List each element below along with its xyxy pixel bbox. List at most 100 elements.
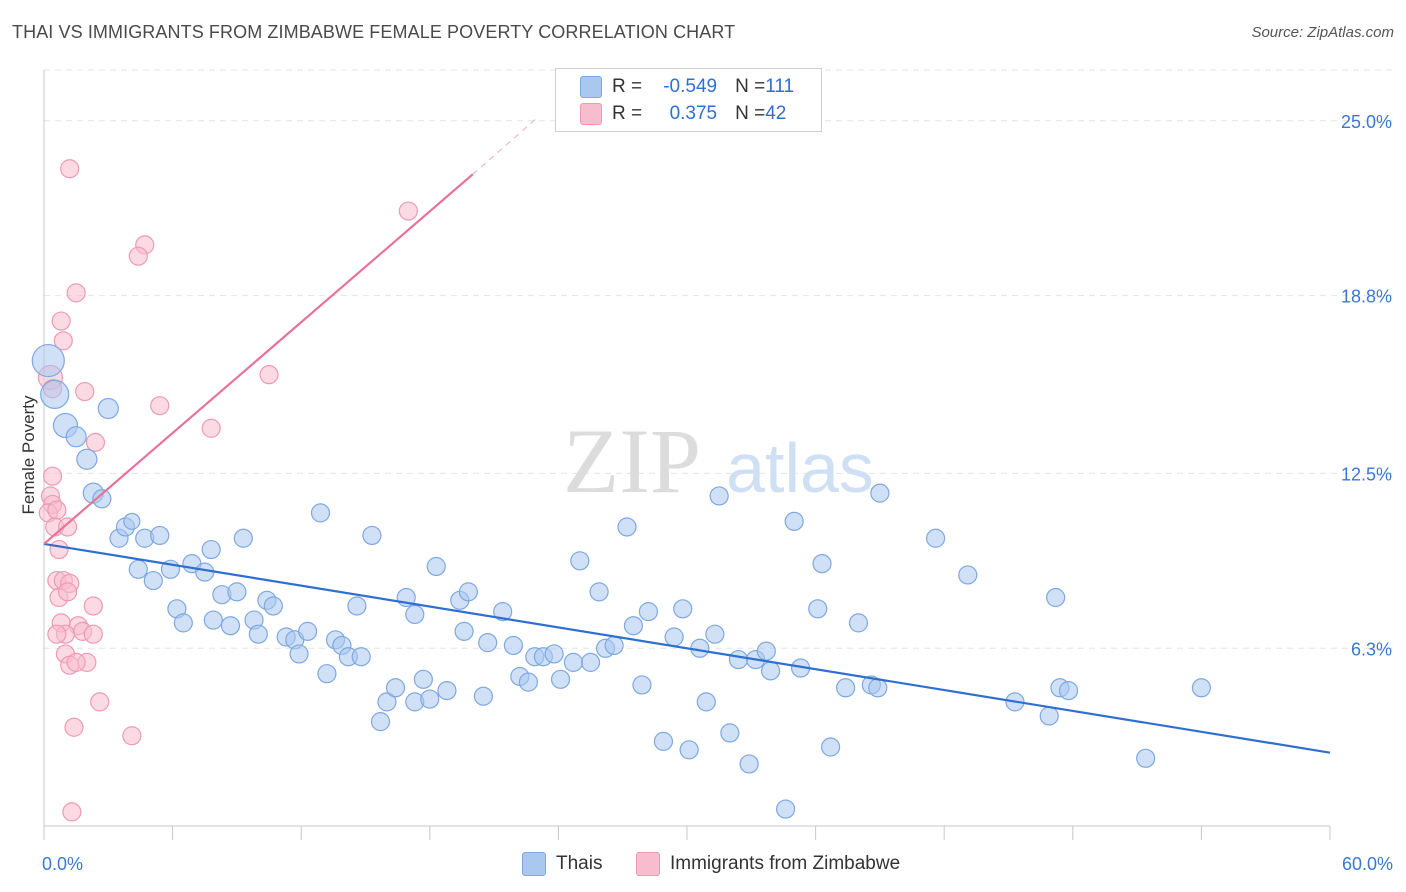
zim-point-13 — [85, 432, 106, 452]
thai-point-44 — [370, 712, 391, 732]
thai-point-27 — [227, 582, 247, 602]
bottom-thai-swatch — [522, 852, 546, 876]
source-label: Source: ZipAtlas.com — [1251, 24, 1394, 41]
thai-point-103 — [1046, 587, 1066, 608]
thai-point-80 — [709, 486, 729, 506]
thai-n-label: N = — [735, 76, 766, 97]
thai-point-41 — [347, 596, 367, 616]
thai-point-26 — [220, 616, 241, 636]
x-tick-label-0: 0.0% — [42, 854, 83, 874]
zim-point-8 — [75, 381, 95, 402]
y-axis-label: Female Poverty — [19, 395, 38, 515]
thai-point-69 — [604, 635, 624, 656]
thai-point-3 — [65, 426, 87, 448]
thai-point-29 — [248, 624, 268, 644]
thai-point-76 — [673, 599, 693, 619]
zim-point-26 — [57, 582, 78, 602]
thai-point-12 — [150, 525, 170, 546]
thai-point-35 — [298, 621, 318, 641]
zim-point-9 — [150, 396, 170, 416]
thai-point-18 — [201, 539, 221, 560]
thai-point-106 — [1136, 748, 1156, 768]
thai-point-10 — [123, 512, 141, 530]
thai-point-20 — [310, 503, 331, 523]
watermark-atlas: atlas — [726, 429, 874, 507]
thai-point-0 — [31, 343, 65, 378]
thai-point-60 — [518, 672, 538, 692]
zim-point-0 — [60, 159, 80, 179]
thai-point-55 — [473, 686, 493, 706]
thai-point-23 — [173, 613, 193, 633]
thai-n-value: 111 — [765, 76, 795, 97]
axes — [43, 70, 1331, 840]
thai-point-65 — [570, 551, 590, 571]
thai-swatch — [580, 76, 602, 98]
thai-point-4 — [97, 397, 119, 420]
thai-point-63 — [550, 669, 571, 689]
y-tick-label-3: 25.0% — [1341, 112, 1392, 132]
correlation-legend: R = -0.549 N = 111 R = 0.375 N = 42 — [555, 68, 822, 132]
y-tick-label-1: 12.5% — [1341, 464, 1392, 484]
bottom-legend-zim: Immigrants from Zimbabwe — [636, 852, 900, 876]
zim-point-3 — [66, 283, 86, 303]
thai-point-86 — [760, 661, 781, 681]
thai-point-49 — [405, 604, 425, 625]
thai-point-31 — [263, 596, 283, 616]
zim-point-40 — [122, 726, 142, 746]
thai-point-7 — [92, 489, 112, 509]
y-tick-label-0: 6.3% — [1351, 639, 1392, 659]
thai-point-97 — [870, 483, 890, 503]
thai-point-13 — [128, 559, 148, 579]
thai-point-100 — [958, 565, 978, 585]
thai-point-107 — [1191, 678, 1212, 698]
thai-point-1 — [40, 379, 70, 410]
thai-trend-line — [43, 542, 1331, 754]
thai-point-5 — [76, 448, 98, 470]
zim-point-14 — [42, 466, 63, 486]
thai-point-70 — [617, 517, 637, 537]
zim-n-value: 42 — [765, 103, 787, 124]
zim-point-10 — [259, 365, 279, 385]
zim-point-41 — [62, 802, 82, 822]
chart-title: THAI VS IMMIGRANTS FROM ZIMBABWE FEMALE … — [12, 22, 736, 42]
zim-r-label: R = — [612, 103, 643, 124]
thai-point-67 — [589, 582, 609, 602]
watermark-zip: ZIP — [563, 410, 701, 512]
thai-point-108 — [563, 652, 584, 672]
thai-point-71 — [623, 616, 644, 636]
thai-point-88 — [775, 799, 796, 819]
thai-point-105 — [1058, 680, 1079, 701]
thai-point-75 — [664, 627, 684, 647]
thai-point-73 — [638, 602, 659, 622]
zim-r-value: 0.375 — [669, 103, 718, 124]
thai-point-93 — [821, 737, 841, 757]
thai-point-94 — [836, 678, 856, 698]
zim-point-39 — [64, 717, 84, 737]
y-tick-label-2: 18.8% — [1341, 287, 1392, 307]
thai-point-92 — [812, 554, 832, 574]
thai-point-87 — [756, 641, 776, 661]
thai-point-58 — [503, 635, 523, 656]
zim-point-33 — [83, 624, 103, 644]
bottom-zim-label: Immigrants from Zimbabwe — [670, 853, 901, 874]
zim-point-12 — [201, 418, 221, 438]
thai-point-40 — [351, 647, 371, 667]
zim-point-37 — [66, 652, 86, 672]
zim-point-4 — [51, 311, 71, 331]
thai-point-14 — [143, 570, 163, 591]
trend-lines — [43, 117, 1331, 754]
zim-trend-line — [43, 173, 474, 545]
thai-point-95 — [848, 613, 869, 633]
thai-point-102 — [1039, 706, 1059, 726]
thai-point-42 — [377, 692, 397, 712]
thai-point-84 — [739, 754, 759, 774]
thai-point-47 — [413, 669, 433, 689]
thai-point-89 — [784, 511, 804, 531]
thai-point-19 — [233, 528, 253, 548]
zim-trend-extension — [472, 117, 538, 175]
zim-point-21 — [49, 539, 69, 560]
zim-point-27 — [83, 596, 103, 616]
zim-point-5 — [53, 331, 73, 351]
thai-point-99 — [926, 528, 946, 548]
bottom-legend-thai: Thais — [522, 852, 602, 876]
